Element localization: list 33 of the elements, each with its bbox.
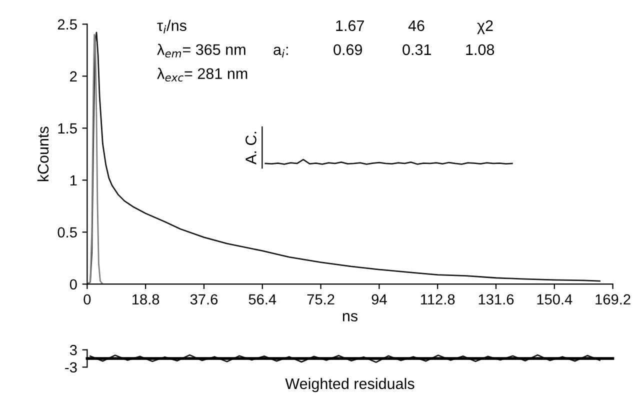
y-tick-label: 1: [70, 175, 77, 186]
x-tick-label: 169.2: [596, 294, 630, 305]
x-tick-label: 94: [372, 294, 387, 305]
x-tick-label: 0: [84, 294, 91, 305]
y-tick-label: 1.5: [58, 123, 77, 134]
x-axis-title: ns: [342, 313, 358, 322]
y-tick-label: 3: [70, 344, 77, 356]
y-tick-label: 2.5: [58, 19, 77, 30]
x-axis-title: Weighted residuals: [285, 378, 414, 392]
annotation: λ$_{exc}$= 281 nm: [157, 68, 248, 82]
line-series: [87, 34, 104, 284]
y-tick-label: -3: [65, 362, 77, 373]
annotation: 0.69: [334, 44, 362, 56]
annotation: χ2: [477, 20, 493, 34]
x-tick-label: 37.6: [190, 294, 218, 305]
y-tick-label: 0: [70, 279, 77, 290]
annotation: 1.67: [336, 20, 364, 32]
x-tick-label: 18.8: [132, 294, 160, 305]
annotation: 1.08: [466, 44, 494, 56]
y-axis-title: A. C.: [246, 132, 256, 164]
annotation: a$_{i}$:: [274, 46, 288, 58]
x-tick-label: 131.6: [478, 294, 514, 305]
x-tick-label: 150.4: [537, 294, 572, 305]
annotation: τ$_{i}$/ns: [157, 20, 186, 34]
x-tick-label: 56.4: [248, 294, 276, 305]
x-tick-label: 112.8: [420, 294, 455, 305]
annotation: 0.31: [402, 44, 431, 56]
y-axis-title: kCounts: [37, 126, 49, 182]
annotation: 46: [408, 20, 424, 32]
y-tick-label: 0.5: [58, 227, 77, 238]
x-tick-label: 75.2: [307, 294, 334, 305]
annotation: λ$_{em}$= 365 nm: [157, 44, 246, 58]
y-tick-label: 2: [70, 71, 77, 82]
